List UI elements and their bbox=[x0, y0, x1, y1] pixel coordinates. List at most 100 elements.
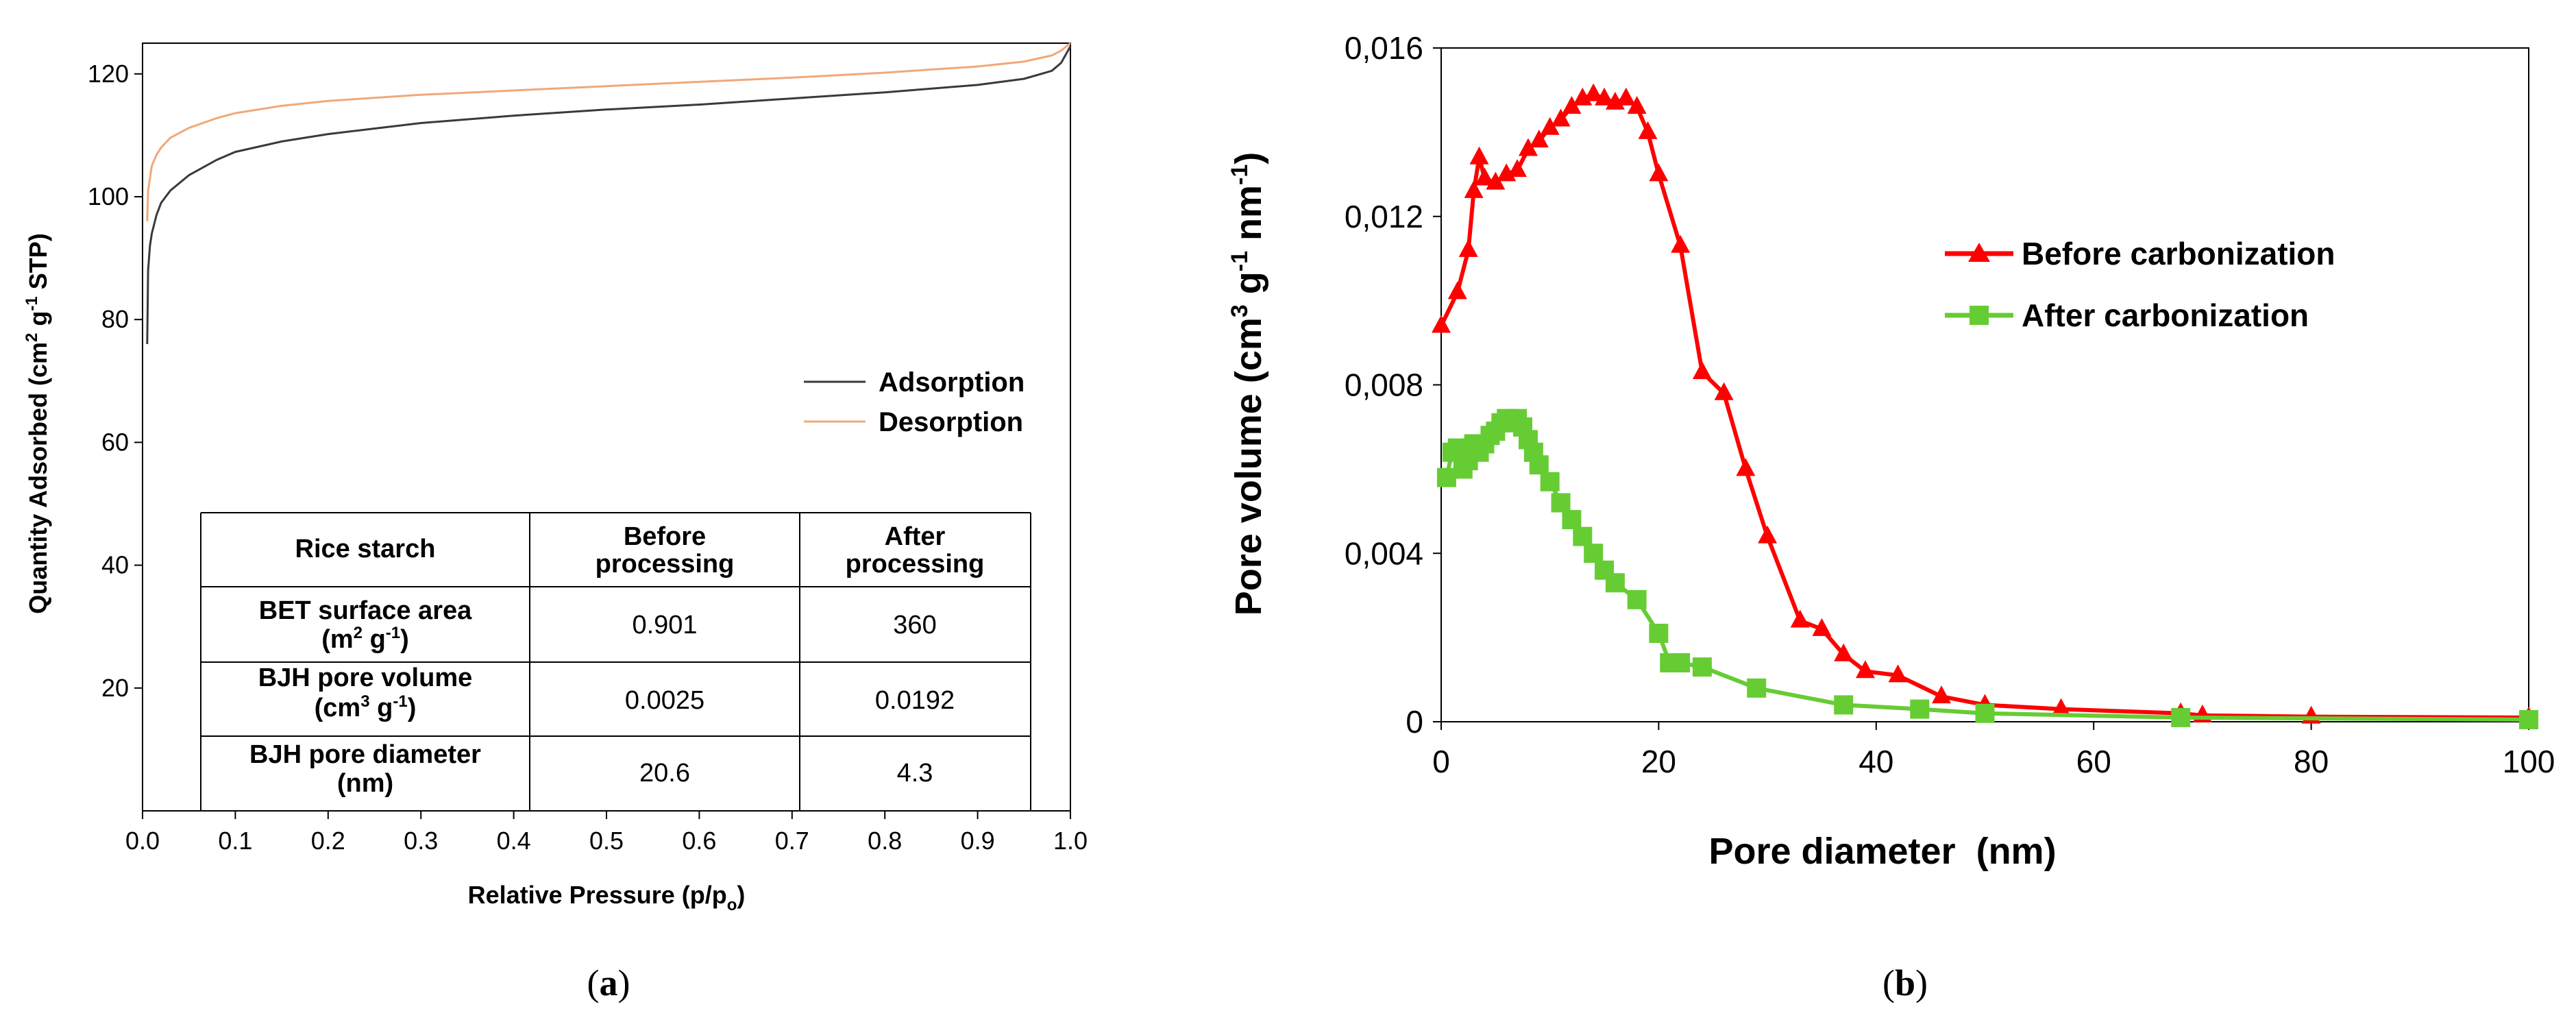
chart-b-legend: Before carbonization After carbonization bbox=[1945, 236, 2335, 333]
chart-b-x-axis-label: Pore diameter (nm) bbox=[1708, 831, 2056, 872]
x-tick-label: 0.3 bbox=[404, 827, 438, 855]
y-tick-label: 0 bbox=[1406, 704, 1423, 740]
x-tick-label: 40 bbox=[1859, 744, 1893, 779]
data-point-before bbox=[1562, 96, 1582, 114]
data-point-after bbox=[1747, 678, 1767, 698]
x-tick-label: 0.7 bbox=[775, 827, 809, 855]
chart-b: 0 0,004 0,008 0,012 0,016 0 20 40 60 80 100 Pore … bbox=[1227, 30, 2555, 1003]
table-row-unit: (cm3 g-1) bbox=[315, 692, 417, 722]
x-tick-label: 0.2 bbox=[311, 827, 345, 855]
data-point-after bbox=[1910, 699, 1930, 719]
data-point-after bbox=[1975, 703, 1995, 723]
data-point-before bbox=[1486, 171, 1506, 190]
data-point-before bbox=[1551, 108, 1571, 127]
legend-label-desorption: Desorption bbox=[879, 407, 1023, 437]
data-point-before bbox=[1671, 234, 1691, 253]
data-point-after bbox=[1436, 467, 1456, 487]
data-point-before bbox=[2051, 698, 2071, 716]
data-point-after bbox=[1692, 657, 1712, 677]
chart-b-plot-frame bbox=[1440, 47, 2529, 722]
data-point-before bbox=[1649, 163, 1669, 182]
data-point-before bbox=[1888, 664, 1908, 683]
chart-a-legend: Adsorption Desorption bbox=[804, 367, 1025, 437]
y-tick-label: 100 bbox=[88, 182, 129, 210]
table-header-after: After processing bbox=[846, 522, 985, 578]
data-point-before bbox=[1584, 83, 1604, 101]
panel-b-caption: (b) bbox=[1882, 962, 1928, 1003]
legend-marker-before bbox=[1968, 243, 1990, 262]
table-cell-before: 20.6 bbox=[639, 759, 690, 788]
x-tick-label: 0.5 bbox=[589, 827, 624, 855]
data-point-before bbox=[1758, 525, 1778, 544]
data-point-after bbox=[1529, 455, 1549, 475]
y-tick-label: 80 bbox=[101, 305, 129, 333]
chart-a-x-axis: 0.0 0.1 0.2 0.3 0.4 0.5 0.6 0.7 0.8 0.9 1.0 bbox=[125, 811, 1088, 855]
y-tick-label: 120 bbox=[88, 60, 129, 88]
data-point-after bbox=[1649, 623, 1669, 643]
data-point-before bbox=[1464, 180, 1484, 198]
x-tick-label: 80 bbox=[2294, 744, 2329, 779]
data-point-after bbox=[1584, 544, 1604, 563]
data-point-before bbox=[1447, 281, 1467, 300]
data-point-after bbox=[1605, 573, 1625, 593]
panel-a-caption: (a) bbox=[587, 962, 630, 1003]
y-tick-label: 60 bbox=[101, 428, 129, 456]
table-row-label: BJH pore volume bbox=[258, 663, 473, 692]
chart-b-series bbox=[1432, 83, 2538, 729]
table-row-unit: (m2 g-1) bbox=[321, 624, 409, 654]
x-tick-label: 0 bbox=[1432, 744, 1450, 779]
data-point-before bbox=[1627, 96, 1647, 114]
series-line-before bbox=[1439, 92, 2529, 720]
table-cell-before: 0.901 bbox=[632, 611, 697, 640]
table-header-rice-starch: Rice starch bbox=[295, 535, 436, 563]
chart-a-x-axis-label: Relative Pressure (p/po) bbox=[468, 881, 746, 914]
x-tick-label: 0.6 bbox=[682, 827, 716, 855]
legend-label-adsorption: Adsorption bbox=[879, 367, 1025, 398]
y-tick-label: 20 bbox=[101, 674, 129, 702]
data-point-before bbox=[1469, 146, 1489, 165]
data-point-before bbox=[1595, 87, 1615, 106]
data-point-before bbox=[1834, 643, 1854, 661]
y-tick-label: 0,004 bbox=[1345, 535, 1423, 571]
legend-label-after: After carbonization bbox=[2022, 297, 2309, 333]
x-tick-label: 1.0 bbox=[1053, 827, 1088, 855]
y-tick-label: 40 bbox=[101, 551, 129, 579]
data-point-after bbox=[1627, 589, 1647, 609]
table-header-before: Before processing bbox=[596, 522, 735, 578]
chart-a-y-axis: 20 40 60 80 100 120 bbox=[88, 60, 143, 702]
data-point-before bbox=[1855, 660, 1875, 679]
data-point-after bbox=[1562, 510, 1582, 530]
table-cell-after: 360 bbox=[893, 611, 936, 640]
table-cell-after: 0.0192 bbox=[875, 686, 955, 715]
x-tick-label: 0.0 bbox=[125, 827, 160, 855]
y-tick-label: 0,016 bbox=[1345, 30, 1423, 66]
x-tick-label: 0.9 bbox=[961, 827, 995, 855]
y-tick-label: 0,012 bbox=[1345, 199, 1423, 234]
data-point-before bbox=[1518, 138, 1538, 156]
data-point-after bbox=[1540, 472, 1560, 491]
legend-label-before: Before carbonization bbox=[2022, 236, 2335, 271]
table-row-label: BJH pore diameter bbox=[249, 740, 481, 769]
data-point-before bbox=[1736, 458, 1756, 476]
data-point-before bbox=[1616, 87, 1636, 106]
data-point-before bbox=[1475, 167, 1495, 186]
chart-b-y-axis-label: Pore volume (cm3 g-1 nm-1) bbox=[1227, 152, 1269, 616]
data-point-after bbox=[2171, 707, 2191, 727]
data-point-after bbox=[1671, 653, 1691, 672]
data-point-after bbox=[2519, 709, 2538, 729]
legend-marker-after bbox=[1970, 306, 1989, 325]
data-point-before bbox=[1638, 121, 1658, 139]
x-tick-label: 60 bbox=[2076, 744, 2111, 779]
x-tick-label: 100 bbox=[2503, 744, 2555, 779]
chart-b-x-axis: 0 20 40 60 80 100 bbox=[1432, 722, 2555, 779]
data-point-before bbox=[1432, 315, 1451, 333]
y-tick-label: 0,008 bbox=[1345, 367, 1423, 403]
data-point-after bbox=[1834, 695, 1854, 715]
chart-a-data-table: Rice starch Before processing After proces… bbox=[200, 512, 1031, 811]
series-line-desorption bbox=[146, 42, 1071, 221]
table-cell-after: 4.3 bbox=[897, 759, 933, 788]
data-point-before bbox=[1932, 685, 1952, 704]
data-point-before bbox=[1458, 239, 1478, 257]
